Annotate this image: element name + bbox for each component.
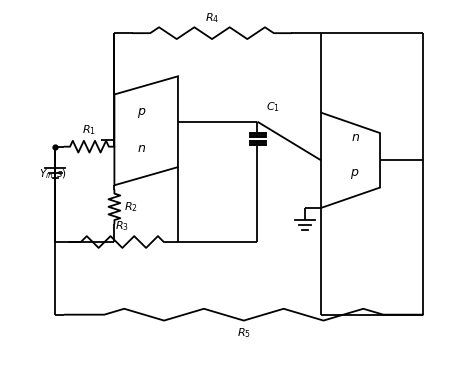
Text: $R_1$: $R_1$ [82,123,96,137]
Text: $p$: $p$ [350,167,360,181]
Text: $n$: $n$ [350,131,360,144]
Text: $R_4$: $R_4$ [205,11,219,25]
Text: $C_1$: $C_1$ [265,100,280,114]
Text: $R_2$: $R_2$ [124,200,138,214]
Text: $n$: $n$ [137,142,146,156]
Text: $R_3$: $R_3$ [115,219,129,233]
Text: $p$: $p$ [137,106,146,120]
Text: $R_5$: $R_5$ [237,326,251,340]
Text: $Y_{in}(s)$: $Y_{in}(s)$ [39,167,67,181]
